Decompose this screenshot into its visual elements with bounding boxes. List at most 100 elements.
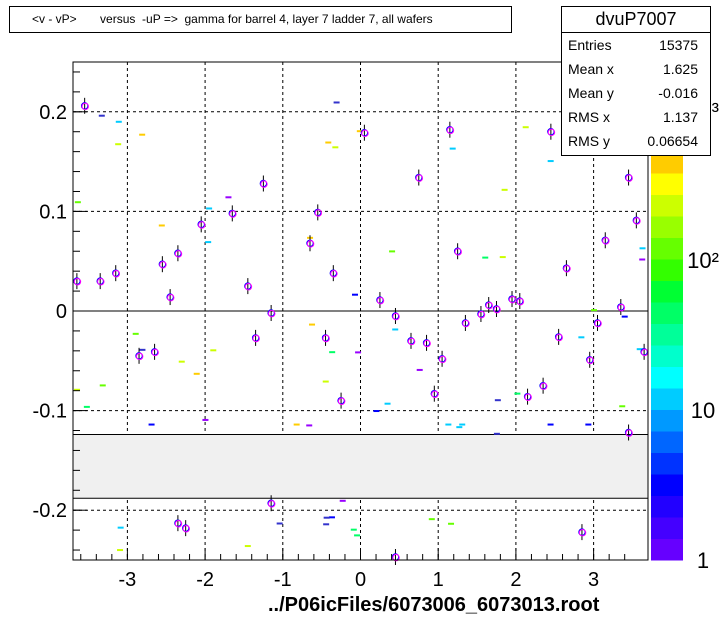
point-marker bbox=[594, 319, 602, 328]
point-marker bbox=[244, 283, 253, 291]
profile-point bbox=[228, 205, 237, 222]
profile-point bbox=[485, 297, 494, 314]
y-tick-label: 0.1 bbox=[39, 201, 67, 223]
colorbar-segment bbox=[651, 409, 683, 432]
stats-row-mean-x: Mean x 1.625 bbox=[562, 57, 710, 81]
point-marker-blue bbox=[453, 247, 462, 255]
colorbar-segment bbox=[651, 259, 683, 281]
profile-point bbox=[314, 204, 323, 221]
x-tick-label: -3 bbox=[118, 569, 136, 591]
x-tick-label: 0 bbox=[355, 569, 366, 591]
point-marker bbox=[330, 270, 338, 278]
profile-points bbox=[73, 97, 649, 566]
point-marker bbox=[306, 240, 315, 248]
point-marker bbox=[252, 334, 260, 343]
point-marker-blue bbox=[251, 334, 260, 342]
point-marker-blue bbox=[267, 499, 275, 507]
point-marker-blue bbox=[539, 382, 547, 390]
point-marker bbox=[182, 525, 190, 533]
profile-point bbox=[251, 329, 260, 346]
point-marker-blue bbox=[624, 173, 633, 182]
point-marker bbox=[555, 333, 563, 342]
x-tick-label: 3 bbox=[588, 569, 599, 591]
profile-point bbox=[461, 314, 470, 331]
point-marker bbox=[547, 128, 556, 137]
profile-point bbox=[586, 351, 595, 368]
point-marker-blue bbox=[617, 303, 625, 311]
profile-point bbox=[415, 169, 424, 186]
stats-box: dvuP7007 Entries 15375 Mean x 1.625 Mean… bbox=[561, 6, 711, 156]
profile-point bbox=[624, 169, 633, 186]
profile-point bbox=[508, 291, 517, 308]
point-marker bbox=[446, 126, 455, 135]
point-marker bbox=[407, 337, 416, 346]
point-marker bbox=[361, 129, 369, 138]
profile-point bbox=[376, 292, 385, 309]
axes: -3 -2 -1 0 1 2 3 -0.2 -0.1 0 0.1 0.2 bbox=[33, 61, 649, 591]
profile-point bbox=[112, 265, 121, 282]
profile-point bbox=[267, 304, 276, 321]
point-marker bbox=[135, 352, 144, 361]
colorbar-segment bbox=[651, 173, 683, 195]
profile-point bbox=[624, 424, 633, 441]
point-marker-blue bbox=[516, 297, 524, 305]
point-marker-blue bbox=[485, 301, 493, 309]
point-marker bbox=[431, 390, 439, 398]
colorbar-segment bbox=[651, 302, 683, 324]
point-marker-blue bbox=[554, 333, 563, 341]
profile-point bbox=[539, 377, 548, 394]
point-marker bbox=[415, 174, 424, 182]
colorbar-segment bbox=[651, 452, 683, 475]
profile-point bbox=[446, 121, 455, 138]
point-marker-blue bbox=[376, 296, 384, 304]
point-marker-blue bbox=[477, 310, 485, 318]
profile-point bbox=[593, 314, 602, 331]
profile-point bbox=[477, 305, 486, 322]
stats-value: 15375 bbox=[659, 37, 698, 53]
profile-point bbox=[306, 235, 315, 252]
point-marker-blue bbox=[438, 355, 446, 363]
point-marker-blue bbox=[174, 249, 182, 257]
point-marker-blue bbox=[96, 277, 104, 285]
profile-point bbox=[516, 293, 525, 310]
profile-point bbox=[267, 495, 276, 512]
stats-label: Entries bbox=[568, 37, 612, 53]
point-marker-blue bbox=[259, 179, 268, 188]
point-marker-blue bbox=[314, 208, 322, 217]
point-marker bbox=[314, 209, 323, 217]
point-marker-blue bbox=[601, 236, 609, 244]
point-marker bbox=[392, 312, 400, 321]
profile-point bbox=[181, 520, 190, 537]
colorbar-label: 1 bbox=[697, 548, 709, 573]
stats-name: dvuP7007 bbox=[562, 7, 710, 33]
stats-label: RMS y bbox=[568, 133, 610, 149]
excluded-band bbox=[72, 434, 649, 499]
point-marker bbox=[337, 397, 346, 405]
point-marker-blue bbox=[430, 389, 439, 398]
point-marker-blue bbox=[586, 356, 594, 364]
profile-point bbox=[601, 232, 610, 249]
x-tick-label: -1 bbox=[274, 569, 292, 591]
point-marker-blue bbox=[508, 295, 516, 303]
stats-label: RMS x bbox=[568, 109, 610, 125]
stats-row-rms-x: RMS x 1.137 bbox=[562, 105, 710, 129]
point-marker-blue bbox=[174, 519, 182, 527]
point-marker bbox=[625, 429, 633, 437]
point-marker-blue bbox=[632, 216, 641, 225]
colorbar-label: 10 bbox=[691, 398, 715, 423]
point-marker bbox=[578, 529, 587, 537]
point-marker-blue bbox=[112, 269, 120, 277]
point-marker bbox=[540, 382, 548, 390]
file-label: ../P06icFiles/6073006_6073013.root bbox=[268, 594, 600, 616]
point-marker bbox=[563, 265, 571, 273]
colorbar-segment bbox=[651, 431, 683, 453]
profile-point bbox=[259, 175, 268, 192]
point-marker-blue bbox=[640, 348, 648, 356]
colorbar-segment bbox=[651, 538, 683, 561]
point-marker bbox=[174, 520, 183, 528]
colorbar-segment bbox=[651, 366, 683, 389]
point-marker-blue bbox=[337, 396, 345, 405]
stats-row-rms-y: RMS y 0.06654 bbox=[562, 129, 710, 153]
point-marker-blue bbox=[360, 129, 369, 137]
point-marker-blue bbox=[267, 309, 275, 317]
